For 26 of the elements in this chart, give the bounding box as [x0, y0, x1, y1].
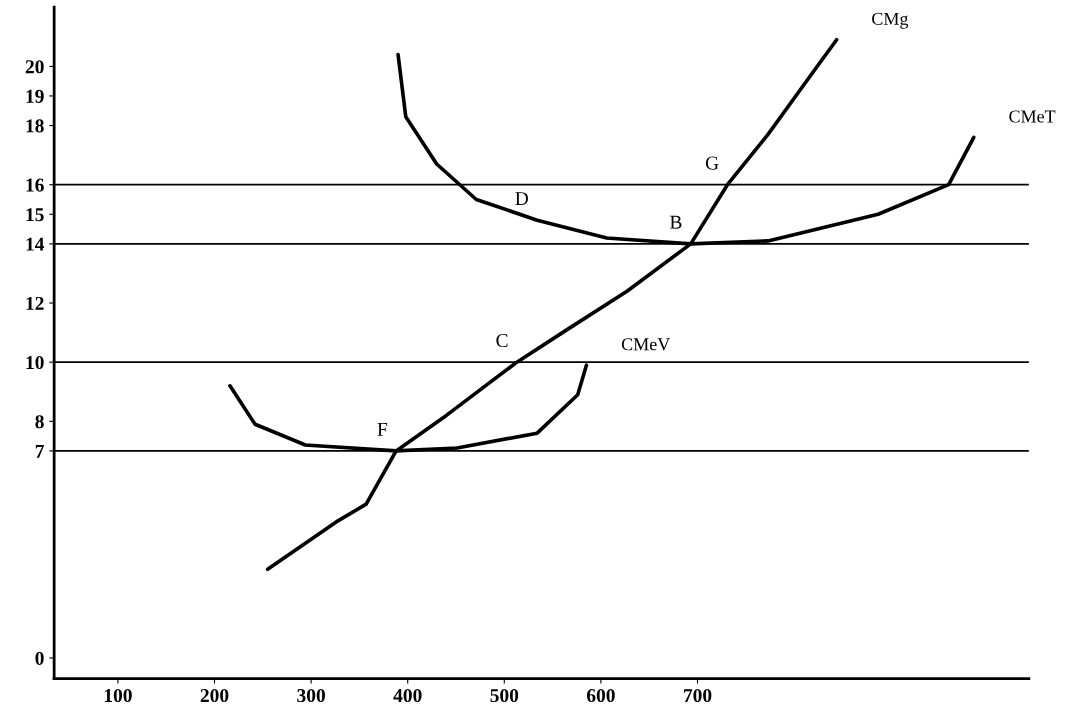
x-tick-label: 700 [684, 688, 712, 703]
y-tick-label: 0 [35, 651, 44, 665]
y-tick-label: 12 [26, 296, 44, 310]
y-tick-label: 7 [35, 444, 44, 458]
y-tick-label: 20 [25, 60, 44, 74]
y-tick-label: 10 [26, 355, 44, 370]
text: CMeT [1009, 110, 1056, 123]
text: CMeV [621, 338, 671, 351]
annotation: D [515, 192, 529, 205]
annotation: F [377, 422, 388, 436]
annotation: B [670, 215, 682, 229]
x-tick-label: 200 [200, 688, 229, 703]
y-tick-label: 8 [35, 415, 44, 429]
y-tick-label: 19 [26, 89, 44, 103]
x-tick-label: 100 [104, 688, 132, 703]
y-tick-label: 18 [26, 119, 44, 133]
y-tick-label: 16 [26, 178, 44, 192]
y-tick-label: 15 [26, 208, 44, 222]
y-tick-label: 14 [26, 237, 45, 251]
x-tick-label: 400 [393, 688, 422, 703]
x-tick-label: 600 [586, 688, 615, 703]
annotation: G [705, 156, 719, 170]
x-tick-label: 300 [297, 688, 325, 703]
annotation: C [496, 334, 508, 348]
x-tick-label: 500 [490, 688, 519, 703]
text: CMg [872, 12, 909, 29]
